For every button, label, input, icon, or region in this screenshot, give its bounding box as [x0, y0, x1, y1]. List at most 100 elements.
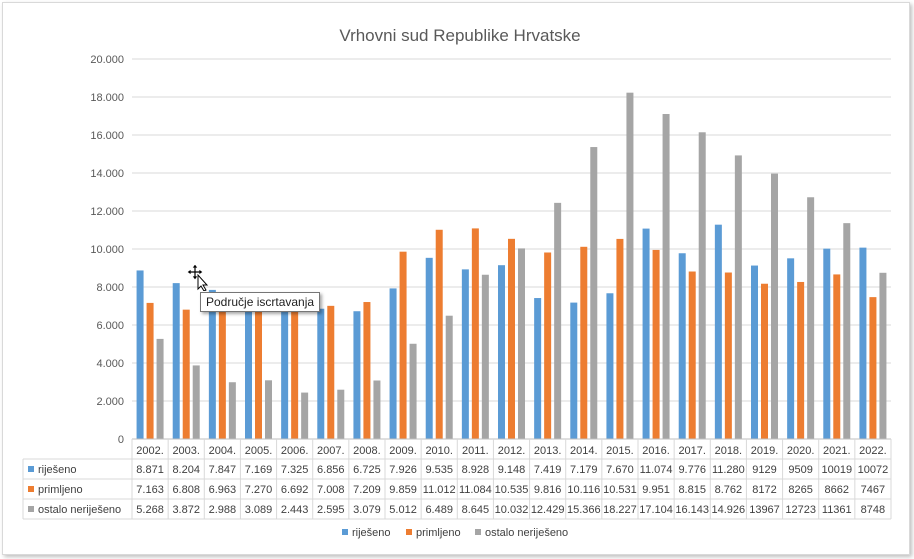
bar-1-1[interactable]: [182, 309, 190, 439]
bar-2-12[interactable]: [590, 147, 598, 439]
data-label: 14.926: [712, 504, 746, 516]
bar-1-3[interactable]: [255, 300, 262, 439]
data-label: 6.963: [209, 484, 237, 496]
bar-2-2[interactable]: [228, 382, 236, 439]
bar-1-2[interactable]: [218, 306, 226, 439]
bar-0-19[interactable]: [823, 248, 831, 439]
bar-2-1[interactable]: [192, 365, 200, 439]
bar-0-5[interactable]: [317, 308, 325, 439]
data-label: 7.325: [281, 464, 309, 476]
data-label: 8662: [825, 484, 849, 496]
data-label: 9.535: [425, 464, 453, 476]
bar-2-6[interactable]: [373, 380, 381, 439]
y-tick-label: 8.000: [96, 282, 124, 294]
y-tick-label: 18.000: [90, 92, 124, 104]
data-label: 8.645: [462, 504, 490, 516]
bar-1-11[interactable]: [544, 252, 552, 439]
legend-key-1[interactable]: [406, 529, 412, 535]
bar-1-5[interactable]: [327, 305, 335, 439]
bar-2-9[interactable]: [481, 274, 489, 439]
bar-0-14[interactable]: [642, 228, 650, 439]
bar-2-16[interactable]: [734, 155, 742, 439]
bar-2-7[interactable]: [409, 343, 417, 439]
y-tick-label: 20.000: [90, 54, 124, 66]
bar-1-6[interactable]: [363, 302, 371, 439]
bar-1-7[interactable]: [399, 251, 407, 439]
bar-0-18[interactable]: [787, 258, 795, 439]
row-label-0: riješeno: [38, 464, 77, 476]
data-label: 9.951: [642, 484, 670, 496]
legend-label-1[interactable]: primljeno: [416, 527, 461, 539]
bar-1-9[interactable]: [471, 228, 479, 439]
legend-key-2[interactable]: [475, 529, 481, 535]
bar-2-11[interactable]: [554, 202, 562, 439]
bar-2-5[interactable]: [337, 389, 345, 439]
row-legend-key-0: [28, 466, 34, 472]
bar-1-14[interactable]: [652, 249, 660, 439]
bar-1-20[interactable]: [869, 297, 877, 439]
bar-1-8[interactable]: [435, 229, 443, 439]
bar-0-16[interactable]: [714, 224, 722, 439]
bar-0-6[interactable]: [353, 311, 361, 439]
bar-series[interactable]: [136, 92, 887, 440]
data-label: 7.419: [534, 464, 562, 476]
bar-2-4[interactable]: [301, 392, 309, 439]
data-label: 5.012: [389, 504, 417, 516]
bar-0-12[interactable]: [570, 302, 578, 439]
bar-2-15[interactable]: [698, 132, 706, 439]
bar-1-12[interactable]: [580, 246, 588, 439]
bar-1-17[interactable]: [761, 283, 768, 439]
bar-0-15[interactable]: [678, 253, 686, 439]
legend-label-2[interactable]: ostalo neriješeno: [485, 527, 568, 539]
bar-1-19[interactable]: [833, 274, 841, 439]
data-table: 2002. 2003. 2004. 2005. 2006. 2007. 2008. 2009.…: [22, 438, 892, 520]
category-label: 2008.: [353, 445, 381, 457]
data-label: 6.808: [172, 484, 200, 496]
bar-0-7[interactable]: [389, 288, 397, 439]
bar-2-17[interactable]: [771, 173, 778, 439]
bar-chart[interactable]: Vrhovni sud Republike Hrvatske 0 2.000 4.0…: [3, 3, 909, 554]
bar-0-20[interactable]: [859, 247, 867, 439]
bar-0-13[interactable]: [606, 293, 614, 439]
legend[interactable]: riješeno primljeno ostalo neriješeno: [342, 527, 568, 539]
data-label: 8.204: [172, 464, 200, 476]
category-label: 2016.: [642, 445, 670, 457]
bar-0-17[interactable]: [751, 265, 758, 439]
bar-2-10[interactable]: [518, 248, 525, 439]
bar-0-8[interactable]: [425, 257, 433, 439]
bar-2-3[interactable]: [265, 380, 272, 439]
bar-2-13[interactable]: [626, 92, 634, 439]
bar-1-4[interactable]: [291, 311, 299, 439]
bar-1-10[interactable]: [508, 238, 515, 439]
data-label: 7.179: [570, 464, 598, 476]
data-label: 15.366: [567, 504, 601, 516]
bar-2-14[interactable]: [662, 114, 670, 440]
bar-1-0[interactable]: [146, 302, 154, 439]
bar-0-11[interactable]: [534, 298, 542, 439]
bar-2-19[interactable]: [843, 223, 851, 439]
bar-0-2[interactable]: [208, 289, 216, 439]
bar-0-0[interactable]: [136, 270, 144, 439]
bar-2-0[interactable]: [156, 338, 164, 439]
bar-0-10[interactable]: [498, 265, 505, 439]
data-label: 16.143: [675, 504, 709, 516]
bar-2-8[interactable]: [445, 315, 453, 439]
bar-0-3[interactable]: [245, 302, 252, 439]
bar-0-9[interactable]: [461, 269, 469, 439]
category-label: 2010.: [425, 445, 453, 457]
legend-label-0[interactable]: riješeno: [352, 527, 391, 539]
bar-1-15[interactable]: [688, 271, 696, 439]
data-label: 10.032: [495, 504, 529, 516]
bar-0-4[interactable]: [281, 299, 289, 439]
category-label: 2004.: [209, 445, 237, 457]
legend-key-0[interactable]: [342, 529, 348, 535]
bar-1-16[interactable]: [724, 272, 732, 439]
bar-1-13[interactable]: [616, 238, 624, 439]
bar-2-18[interactable]: [807, 197, 815, 439]
category-label: 2017.: [678, 445, 706, 457]
category-label: 2006.: [281, 445, 309, 457]
bar-0-1[interactable]: [172, 283, 180, 439]
bar-2-20[interactable]: [879, 272, 887, 439]
bar-1-18[interactable]: [797, 281, 805, 439]
